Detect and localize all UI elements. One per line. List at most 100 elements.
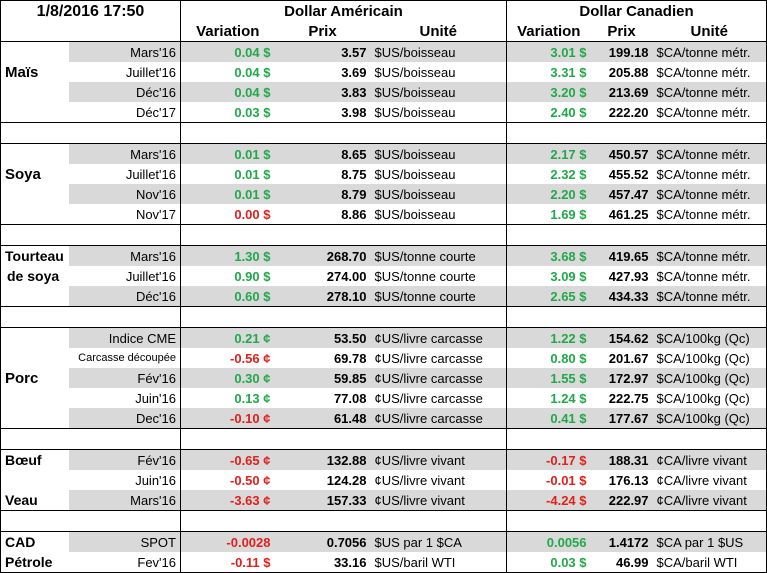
commodity-name: CAD: [5, 533, 36, 550]
usd-price: 33.16: [274, 552, 371, 573]
commodity-name: Pétrole: [5, 553, 53, 570]
usd-unit: $US/boisseau: [370, 143, 508, 164]
usd-variation: 0.01 $: [180, 184, 275, 204]
usd-price: 3.69: [341, 64, 367, 80]
usd-variation: -0.50 ¢: [230, 472, 271, 488]
separator-cell: [274, 428, 371, 450]
separator-cell: [180, 224, 275, 246]
separator-cell: [370, 306, 508, 328]
usd-variation: 0.60 $: [180, 286, 275, 307]
cad-price: 46.99: [590, 552, 653, 573]
group-separator: [0, 306, 767, 328]
cad-unit: $CA/tonne métr.: [652, 204, 767, 225]
cad-unit: $CA/tonne métr.: [652, 143, 767, 164]
separator-cell: [274, 306, 371, 328]
commodity-label: Bœuf: [0, 449, 69, 470]
table-row: Maïs Juillet'16 0.04 $ 3.69 $US/boisseau 3.31…: [0, 62, 767, 82]
separator-cell: [274, 224, 371, 246]
usd-unit: $US/boisseau: [370, 204, 508, 225]
contract-cell: Carcasse découpée: [68, 348, 181, 368]
usd-price: 77.08: [333, 390, 367, 406]
usd-variation: -0.65 ¢: [180, 449, 275, 470]
cad-unit: $CA/baril WTI: [652, 552, 767, 573]
table-row: Juin'16 -0.50 ¢ 124.28 ¢US/livre vivant -0.0…: [0, 470, 767, 490]
separator-cell: [370, 122, 508, 144]
usd-variation: 0.03 $: [180, 102, 275, 123]
separator-cell: [652, 224, 767, 246]
cad-variation: 1.24 $: [550, 390, 587, 406]
table-row: Déc'16 0.04 $3.83 $US/boisseau 3.20 $213.69…: [0, 82, 767, 102]
cad-section-title: Dollar Canadien: [506, 0, 767, 21]
usd-variation: 0.90 $: [234, 268, 271, 284]
usd-price: 132.88: [274, 449, 371, 470]
commodity-name: Tourteau: [5, 248, 64, 264]
group-separator: [0, 510, 767, 532]
cad-price: 188.31: [590, 449, 653, 470]
report-datetime: 1/8/2016 17:50: [0, 0, 181, 21]
usd-price: 3.83: [274, 82, 371, 102]
usd-variation: 0.30 ¢: [180, 368, 275, 388]
usd-price: 8.65: [274, 143, 371, 164]
usd-unit: ¢US/livre vivant: [370, 490, 508, 511]
cad-variation: -0.17 $: [506, 449, 591, 470]
commodity-label: Pétrole: [0, 552, 69, 573]
separator-cell: [506, 122, 591, 144]
separator-cell: [0, 122, 69, 144]
commodity-label: [0, 102, 69, 123]
commodity-label: [0, 41, 69, 62]
contract-cell: Déc'16: [68, 286, 181, 307]
usd-unit: ¢US/livre carcasse: [370, 327, 508, 348]
commodity-label: Porc: [0, 368, 69, 388]
usd-price: 268.70: [274, 245, 371, 266]
cad-price: 201.67: [608, 350, 649, 366]
usd-variation: 0.13 ¢: [234, 390, 271, 406]
cad-price: 213.69: [590, 82, 653, 102]
separator-cell: [590, 224, 653, 246]
cad-unit: $CA/100kg (Qc): [652, 368, 767, 388]
usd-price: 59.85: [274, 368, 371, 388]
cad-unit: $CA/tonne métr.: [652, 82, 767, 102]
contract-cell: Mars'16: [68, 490, 181, 511]
usd-variation: -0.10 ¢: [180, 408, 275, 429]
usd-unit: ¢US/livre carcasse: [370, 388, 508, 408]
commodity-label: [0, 143, 69, 164]
cad-variation: 1.22 $: [506, 327, 591, 348]
table-row: Juillet'16 0.90 $ 274.00 $US/tonne courte 3.…: [0, 266, 767, 286]
usd-variation: 0.01 $: [180, 143, 275, 164]
cad-variation: 2.17 $: [506, 143, 591, 164]
usd-unit: $US/baril WTI: [370, 552, 508, 573]
table-row: Nov'17 0.00 $8.86 $US/boisseau 1.69 $461.25…: [0, 204, 767, 225]
contract-cell: Fév'16: [68, 368, 181, 388]
cad-unit: $CA/100kg (Qc): [652, 327, 767, 348]
separator-cell: [68, 428, 181, 450]
table-row: Juin'16 0.13 ¢ 77.08 ¢US/livre carcasse 1.24…: [0, 388, 767, 408]
usd-variation: -0.11 $: [180, 552, 275, 573]
commodity-name: Soya: [5, 165, 41, 183]
commodity-name: Bœuf: [5, 451, 42, 468]
cad-variation: 3.31 $: [550, 64, 587, 80]
usd-price: 69.78: [333, 350, 367, 366]
cad-variation: 2.20 $: [506, 184, 591, 204]
table-row: Indice CME 0.21 ¢ 53.50 ¢US/livre carcasse 1…: [0, 327, 767, 348]
contract-cell: Indice CME: [68, 327, 181, 348]
cad-variation: 0.80 $: [550, 350, 587, 366]
usd-unit: ¢US/livre carcasse: [370, 368, 508, 388]
usd-price: 278.10: [274, 286, 371, 307]
separator-cell: [180, 122, 275, 144]
separator-cell: [68, 224, 181, 246]
cad-variation: 2.32 $: [550, 166, 587, 182]
cad-variation: 0.03 $: [506, 552, 591, 573]
commodity-label: [0, 82, 69, 102]
group-separator: [0, 428, 767, 450]
separator-cell: [180, 306, 275, 328]
cad-variation: 2.65 $: [506, 286, 591, 307]
commodity-name: de soya: [7, 268, 60, 284]
usd-variation: 0.04 $: [180, 82, 275, 102]
commodity-label: [0, 327, 69, 348]
commodity-name: Maïs: [5, 63, 39, 81]
contract-cell: Fev'16: [68, 552, 181, 573]
cad-price: 419.65: [590, 245, 653, 266]
cad-price: 427.93: [608, 268, 649, 284]
table-row: Mars'16 0.01 $8.65 $US/boisseau 2.17 $450.5…: [0, 143, 767, 164]
usd-price: 8.86: [274, 204, 371, 225]
